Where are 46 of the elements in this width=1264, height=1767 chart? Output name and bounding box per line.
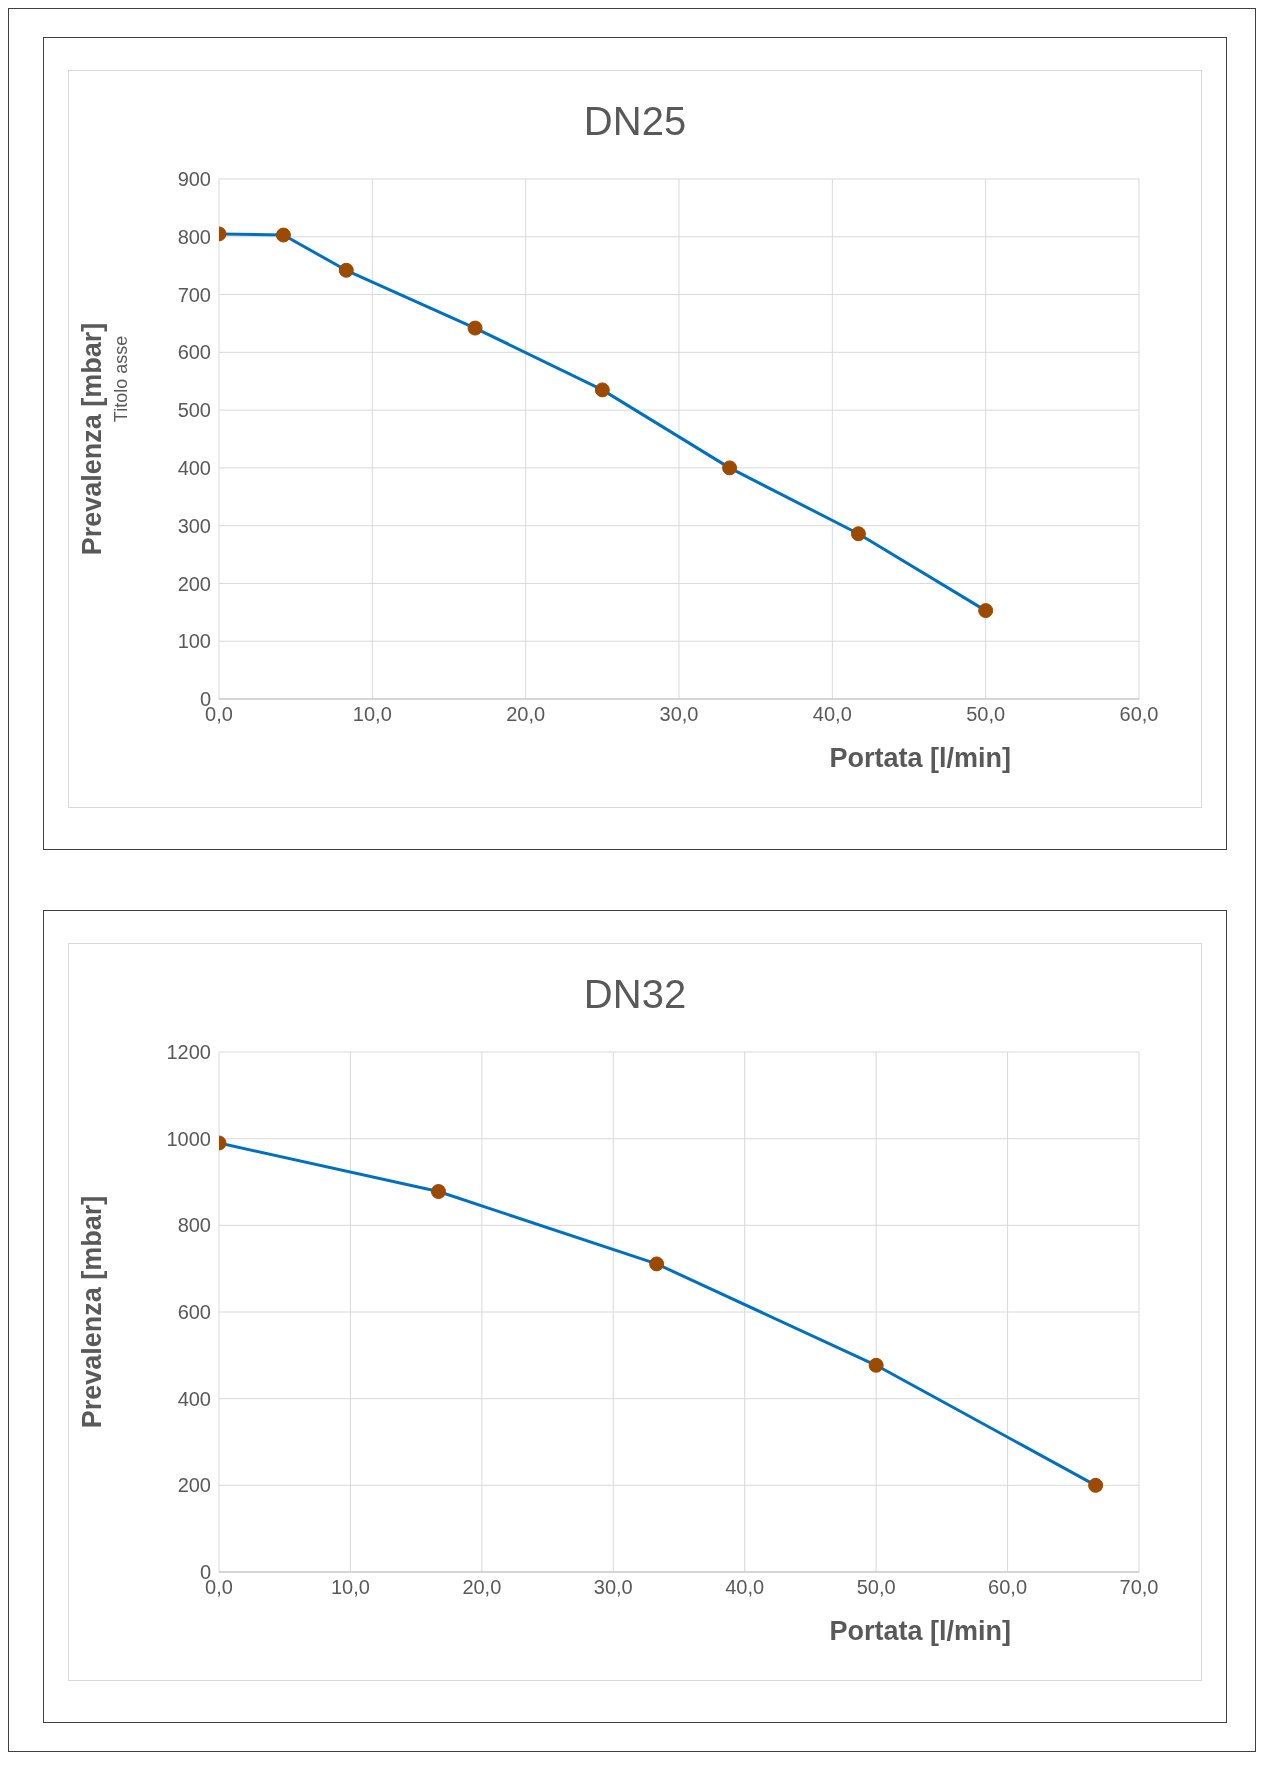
point (1088, 1477, 1104, 1493)
y-tick-label: 500 (177, 399, 211, 422)
y-axis-title: Prevalenza [mbar] (77, 322, 107, 556)
y-tick-label: 200 (177, 1474, 211, 1497)
y-axis-title: Prevalenza [mbar] (77, 1195, 107, 1429)
point (430, 1184, 446, 1200)
point (850, 526, 866, 542)
point (275, 227, 291, 243)
y-tick-label: 600 (177, 341, 211, 364)
point (978, 603, 994, 619)
chart-title: DN25 (582, 99, 688, 145)
text: Titolo asse (111, 335, 131, 423)
chart-title: DN32 (582, 972, 688, 1018)
point (467, 320, 483, 336)
y-tick-label: 100 (177, 630, 211, 653)
point (868, 1357, 884, 1373)
x-tick-label: 40,0 (812, 703, 852, 726)
x-tick-label: 40,0 (725, 1576, 765, 1599)
y-tick-label: 1200 (166, 1041, 211, 1064)
x-tick-label: 20,0 (506, 703, 546, 726)
x-tick-label: 50,0 (856, 1576, 896, 1599)
x-tick-label: 60,0 (1119, 703, 1159, 726)
x-axis-title: Portata [l/min] (828, 743, 1012, 774)
y-tick-label: 400 (177, 456, 211, 479)
x-tick-label: 70,0 (1119, 1576, 1159, 1599)
point (649, 1256, 665, 1272)
x-tick-label: 30,0 (593, 1576, 633, 1599)
point (594, 382, 610, 398)
x-tick-label: 10,0 (330, 1576, 370, 1599)
y-tick-label: 700 (177, 283, 211, 306)
y-tick-label: 1000 (166, 1127, 211, 1150)
point (338, 262, 354, 278)
y-tick-label: 400 (177, 1387, 211, 1410)
y-tick-label: 800 (177, 1214, 211, 1237)
x-tick-label: 60,0 (988, 1576, 1028, 1599)
y-tick-label: 600 (177, 1301, 211, 1324)
x-tick-label: 30,0 (659, 703, 699, 726)
x-tick-label: 10,0 (352, 703, 392, 726)
point (722, 460, 738, 476)
y-tick-label: 800 (177, 225, 211, 248)
y-tick-label: 300 (177, 514, 211, 537)
x-tick-label: 20,0 (462, 1576, 502, 1599)
x-axis-title: Portata [l/min] (828, 1616, 1012, 1647)
y-tick-label: 200 (177, 572, 211, 595)
y-tick-label: 900 (177, 168, 211, 191)
x-tick-label: 50,0 (966, 703, 1006, 726)
